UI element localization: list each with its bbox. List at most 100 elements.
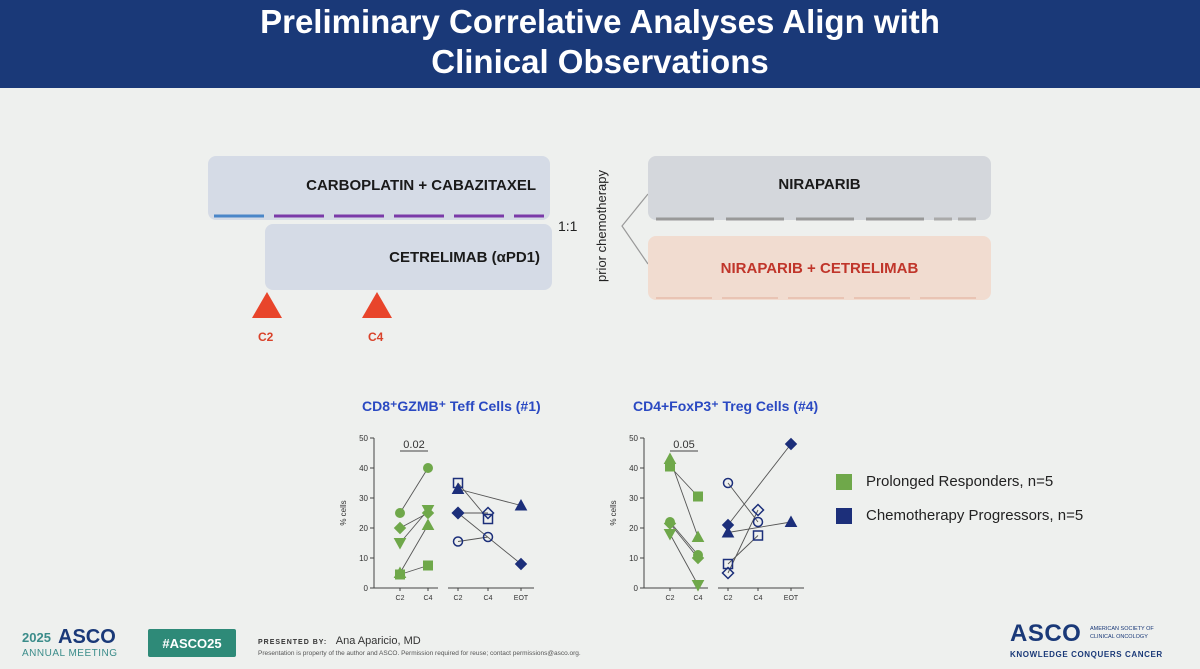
x-tick-label: C2	[396, 595, 405, 602]
hashtag-label: #ASCO25	[162, 635, 222, 651]
hashtag-badge: #ASCO25	[148, 629, 236, 657]
arm1-box: NIRAPARIB	[648, 156, 991, 220]
disclaimer: Presentation is property of the author a…	[258, 650, 581, 657]
presented-by-prefix: PRESENTED BY:	[258, 639, 328, 646]
plot1-title: CD8⁺GZMB⁺ Teff Cells (#1)	[362, 398, 541, 414]
responder-point	[691, 530, 705, 542]
responder-point	[393, 521, 407, 535]
meeting-logo: 2025 ASCO ANNUAL MEETING	[22, 626, 132, 662]
progressor-point	[752, 516, 764, 528]
responder-point	[395, 569, 405, 580]
asco-logo-main: ASCO	[1010, 620, 1082, 647]
progressor-point	[514, 498, 528, 511]
progressor-line	[457, 512, 522, 565]
y-tick-label: 0	[364, 584, 369, 593]
meeting-name: ANNUAL MEETING	[22, 648, 118, 659]
responder-point	[393, 538, 407, 550]
y-tick-label: 30	[359, 494, 368, 503]
title-banner	[0, 0, 1200, 88]
progressor-line	[457, 488, 522, 506]
responder-line	[669, 521, 699, 556]
responder-point	[665, 461, 675, 472]
chemo-cycle-dashes	[214, 214, 544, 218]
y-tick-label: 40	[359, 464, 368, 473]
y-tick-label: 40	[629, 464, 638, 473]
y-axis-label: % cells	[339, 500, 348, 525]
progressor-point	[481, 506, 495, 520]
x-tick-label: C2	[666, 595, 675, 602]
progressor-point	[482, 531, 494, 543]
progressor-point	[452, 536, 464, 547]
arm2-dashes	[656, 297, 978, 299]
x-tick-label: C2	[724, 595, 733, 602]
marker-c2-label: C2	[258, 330, 274, 344]
pvalue-label: 0.02	[403, 439, 424, 451]
progressor-point	[751, 503, 765, 517]
responder-point	[421, 518, 435, 530]
legend-label-responders: Prolonged Responders, n=5	[866, 473, 1054, 490]
progressor-line	[727, 443, 792, 526]
x-tick-label: C4	[754, 595, 763, 602]
plot2-chart: 0 10 20 30 40 50 % cells C2 C4 C2 C4 EOT 0.05	[609, 434, 804, 602]
slide-title: Preliminary Correlative Analyses Align w…	[0, 2, 1200, 82]
plot2-title: CD4+FoxP3⁺ Treg Cells (#4)	[633, 398, 819, 414]
progressor-point	[514, 557, 528, 571]
marker-c4-triangle	[362, 292, 392, 318]
meeting-year: 2025	[22, 630, 51, 645]
progressor-point	[482, 513, 494, 525]
x-tick-label: C4	[694, 595, 703, 602]
marker-c4-label: C4	[368, 330, 384, 344]
x-tick-label: EOT	[784, 595, 799, 602]
presenter-name: Ana Aparicio, MD	[335, 635, 421, 647]
progressor-point	[721, 566, 735, 580]
y-tick-label: 10	[359, 554, 368, 563]
plot1-chart: 0 10 20 30 40 50 % cells C2 C4 C2 C4 EOT 0.02	[339, 434, 534, 602]
responder-point	[423, 560, 433, 571]
arm2-box: NIRAPARIB + CETRELIMAB	[648, 236, 991, 300]
responder-point	[421, 505, 435, 517]
legend-swatch-responders	[836, 474, 852, 490]
responder-point	[663, 529, 677, 541]
arm2-label: NIRAPARIB + CETRELIMAB	[720, 259, 919, 277]
asco-logo: ASCO AMERICAN SOCIETY OF CLINICAL ONCOLO…	[1010, 620, 1190, 664]
presenter-line: PRESENTED BY: Ana Aparicio, MD	[258, 631, 421, 649]
asco-logo-side1: AMERICAN SOCIETY OF	[1090, 626, 1154, 632]
x-tick-label: C4	[484, 595, 493, 602]
responder-line	[399, 509, 429, 544]
randomization-bracket	[621, 193, 649, 265]
arm1-dashes	[656, 217, 976, 221]
io-box: CETRELIMAB (αPD1)	[265, 224, 552, 290]
prior-chemo-label: prior chemotherapy	[594, 170, 609, 282]
title-line-2: Clinical Observations	[431, 43, 769, 80]
x-tick-label: EOT	[514, 595, 529, 602]
progressor-point	[722, 477, 734, 489]
y-tick-label: 50	[629, 434, 638, 443]
progressor-point	[784, 437, 798, 451]
responder-line	[399, 467, 429, 514]
progressor-point	[721, 525, 735, 538]
y-tick-label: 30	[629, 494, 638, 503]
responder-point	[395, 508, 405, 518]
progressor-line	[727, 521, 792, 533]
x-tick-label: C4	[424, 595, 433, 602]
progressor-point	[752, 530, 764, 541]
y-axis-label: % cells	[609, 500, 618, 525]
title-line-1: Preliminary Correlative Analyses Align w…	[260, 3, 940, 40]
y-tick-label: 0	[634, 584, 639, 593]
y-tick-label: 50	[359, 434, 368, 443]
progressor-line	[727, 482, 759, 523]
asco-logo-side2: CLINICAL ONCOLOGY	[1090, 634, 1148, 640]
responder-line	[669, 533, 699, 586]
progressor-point	[784, 515, 798, 527]
x-tick-label: C2	[454, 595, 463, 602]
y-tick-label: 20	[359, 524, 368, 533]
legend-swatch-progressors	[836, 508, 852, 524]
responder-point	[423, 463, 433, 473]
chemo-box: CARBOPLATIN + CABAZITAXEL	[208, 156, 550, 220]
legend-label-progressors: Chemotherapy Progressors, n=5	[866, 507, 1084, 524]
pvalue-label: 0.05	[673, 439, 694, 451]
progressor-point	[451, 506, 465, 520]
legend: Prolonged Responders, n=5 Chemotherapy P…	[836, 473, 1136, 534]
responder-point	[691, 580, 705, 592]
y-tick-label: 10	[629, 554, 638, 563]
